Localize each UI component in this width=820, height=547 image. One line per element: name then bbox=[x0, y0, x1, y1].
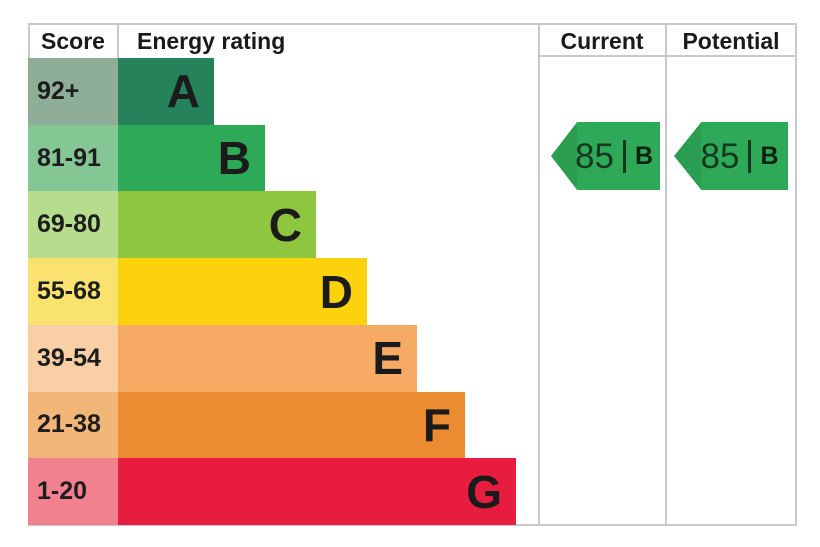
rating-bar-e: E bbox=[118, 324, 417, 392]
score-range-a: 92+ bbox=[28, 58, 118, 125]
score-range-c: 69-80 bbox=[28, 191, 118, 259]
rating-bar-d: D bbox=[118, 258, 367, 325]
score-header-left-border bbox=[28, 23, 30, 58]
current-rating-arrow: 85 B bbox=[551, 122, 660, 190]
band-row-a: 92+ A bbox=[28, 58, 538, 125]
potential-column-header: Potential bbox=[682, 28, 780, 54]
score-range-g: 1-20 bbox=[28, 458, 118, 526]
rating-bar-f: F bbox=[118, 391, 465, 459]
header-bottom-border bbox=[538, 55, 797, 57]
energy-column-right-border bbox=[538, 23, 540, 526]
current-rating-score: 85 bbox=[575, 136, 614, 176]
band-row-g: 1-20 G bbox=[28, 458, 538, 526]
table-right-border bbox=[795, 23, 797, 526]
current-column-header: Current bbox=[560, 28, 644, 54]
score-range-e: 39-54 bbox=[28, 324, 118, 392]
rating-bar-g: G bbox=[118, 458, 516, 526]
rating-bar-a: A bbox=[118, 58, 214, 125]
current-rating-letter: B bbox=[634, 141, 653, 170]
potential-rating-letter: B bbox=[760, 141, 779, 170]
band-row-b: 81-91 B bbox=[28, 124, 538, 192]
score-column-header: Score bbox=[41, 28, 105, 54]
band-row-f: 21-38 F bbox=[28, 391, 538, 459]
band-row-d: 55-68 D bbox=[28, 258, 538, 325]
band-row-c: 69-80 C bbox=[28, 191, 538, 259]
score-header-right-border bbox=[117, 23, 119, 58]
potential-rating-arrow: 85 B bbox=[674, 122, 788, 190]
rating-bar-c: C bbox=[118, 191, 316, 259]
current-column-right-border bbox=[665, 23, 667, 526]
energy-rating-column-header: Energy rating bbox=[137, 28, 286, 54]
band-row-e: 39-54 E bbox=[28, 324, 538, 392]
current-arrow-divider bbox=[622, 139, 626, 173]
potential-rating-score: 85 bbox=[700, 136, 740, 176]
score-range-b: 81-91 bbox=[28, 124, 118, 192]
rating-bar-b: B bbox=[118, 124, 265, 192]
score-range-d: 55-68 bbox=[28, 258, 118, 325]
score-range-f: 21-38 bbox=[28, 391, 118, 459]
potential-arrow-divider bbox=[748, 139, 752, 173]
table-top-border bbox=[28, 23, 797, 25]
rating-bands: 92+ A 81-91 B 69-80 C 55-68 D 39-54 E 21-38 F 1-20 G bbox=[28, 58, 538, 526]
